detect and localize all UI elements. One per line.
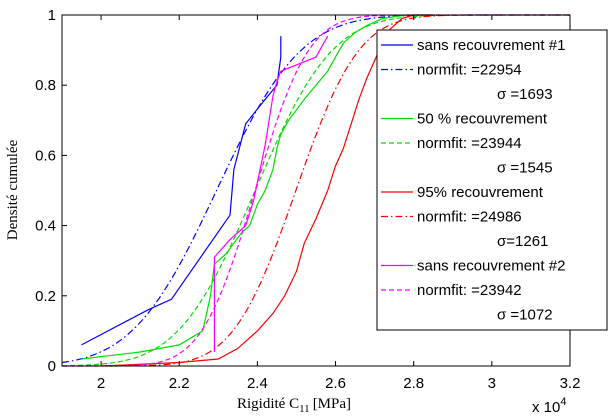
x-axis-multiplier-exponent: 4 xyxy=(560,396,566,408)
x-tick-label: 2.2 xyxy=(169,375,190,392)
x-axis-label-subscript: 11 xyxy=(299,403,310,415)
x-axis-label-unit: [MPa] xyxy=(313,396,351,412)
legend-label-sigma: σ =1693 xyxy=(497,86,553,103)
y-tick-label: 0.6 xyxy=(35,147,56,164)
x-axis-label: Rigidité C11 [MPa] xyxy=(237,396,351,415)
legend-label: 95% recouvrement xyxy=(417,184,544,201)
x-axis-multiplier-base: x 10 xyxy=(532,399,560,416)
series-line-3 xyxy=(81,14,434,360)
legend-label: normfit: =22954 xyxy=(417,62,522,79)
legend-label-sigma: σ=1261 xyxy=(497,233,548,250)
legend-box xyxy=(376,29,608,331)
x-tick-label: 3 xyxy=(488,375,496,392)
y-tick-label: 0.2 xyxy=(35,288,56,305)
legend-label: 50 % recouvrement xyxy=(417,111,548,128)
x-tick-label: 2.4 xyxy=(247,375,268,392)
x-axis-multiplier: x 104 xyxy=(532,396,566,416)
legend-label-sigma: σ =1072 xyxy=(497,307,553,324)
y-axis-label: Densité cumulée xyxy=(5,139,21,240)
ticks-layer: 2 2.2 2.4 2.6 2.8 3 3.2 0 0.2 0.4 0.6 0.8 1 xyxy=(35,7,580,392)
legend-label: normfit: =23942 xyxy=(417,282,522,299)
legend-label: sans recouvrement #2 xyxy=(417,258,565,275)
x-axis-label-main: Rigidité C xyxy=(237,396,299,412)
series-line-1 xyxy=(81,36,282,346)
x-tick-label: 2.8 xyxy=(403,375,424,392)
y-tick-label: 1 xyxy=(48,7,56,24)
y-tick-label: 0.8 xyxy=(35,77,56,94)
x-tick-label: 3.2 xyxy=(560,375,581,392)
x-tick-label: 2.6 xyxy=(325,375,346,392)
y-tick-label: 0.4 xyxy=(35,218,56,235)
legend-label: sans recouvrement #1 xyxy=(417,37,565,54)
series-line-7 xyxy=(213,35,329,352)
legend-label: normfit: =23944 xyxy=(417,135,522,152)
legend-label-sigma: σ =1545 xyxy=(497,160,553,177)
x-tick-label: 2 xyxy=(97,375,105,392)
legend: sans recouvrement #1 normfit: =22954 σ =16… xyxy=(376,29,608,331)
y-tick-label: 0 xyxy=(48,358,56,375)
legend-label: normfit: =24986 xyxy=(417,209,522,226)
